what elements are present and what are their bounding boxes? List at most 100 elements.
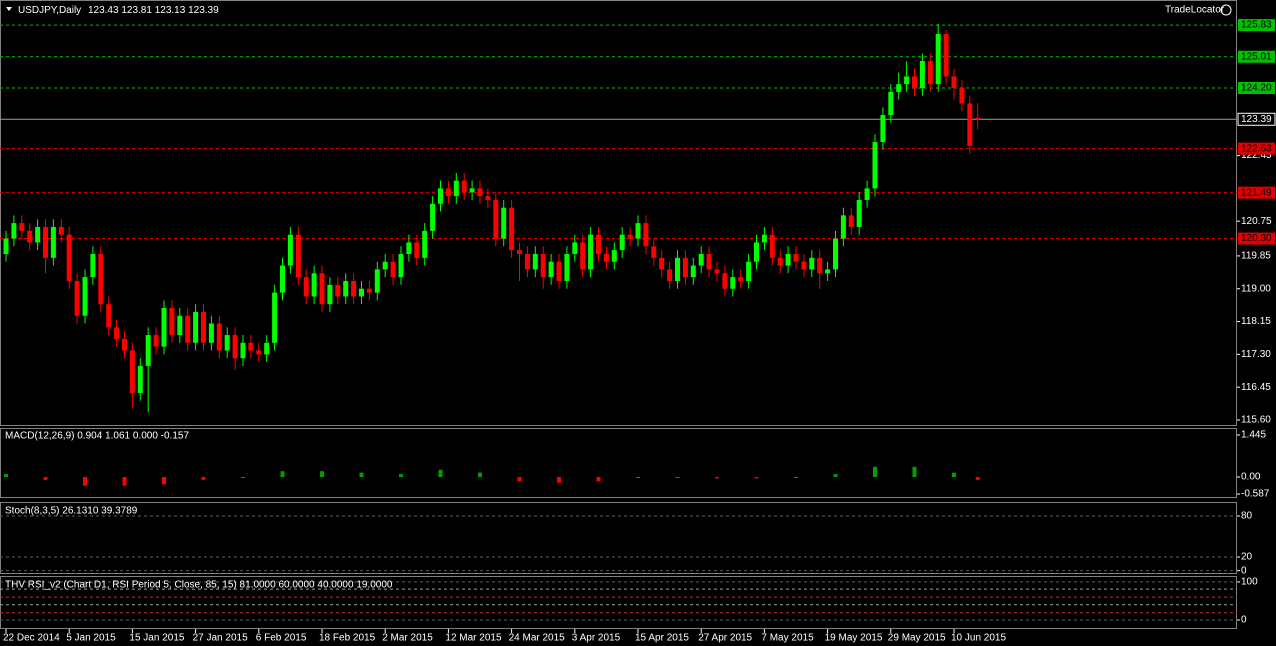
x-tick-label: 7 May 2015	[761, 633, 814, 644]
candle-body	[122, 338, 127, 351]
candle-body	[896, 84, 902, 92]
candle-body	[280, 265, 285, 293]
candle-body	[232, 335, 238, 359]
candle-body	[11, 223, 17, 239]
histogram-bar	[83, 477, 87, 486]
candle-body	[588, 234, 594, 270]
candle-body	[682, 257, 688, 278]
y-tick-label: 100	[1241, 577, 1258, 588]
candle-body	[193, 311, 199, 343]
candle-body	[951, 76, 957, 89]
price-level-label: 121.49	[1241, 187, 1272, 198]
candle-body	[746, 261, 752, 282]
x-tick-label: 19 May 2015	[825, 633, 883, 644]
candle-body	[848, 215, 854, 227]
histogram-bar	[280, 471, 285, 478]
candle-body	[114, 327, 120, 339]
tool-icon[interactable]	[1220, 4, 1232, 16]
candle-body	[35, 226, 41, 243]
candle-body	[880, 115, 886, 143]
candle-body	[548, 261, 554, 278]
histogram-bar	[478, 472, 482, 478]
candle-body	[438, 188, 443, 204]
y-tick-label: 120.75	[1241, 216, 1272, 227]
candle-body	[651, 246, 657, 258]
y-tick-label: 80	[1241, 511, 1253, 522]
x-tick-label: 2 Mar 2015	[382, 633, 433, 644]
candle-body	[627, 234, 633, 239]
candle-body	[919, 60, 925, 89]
histogram-bar	[873, 466, 877, 478]
histogram-bar	[912, 466, 917, 478]
candle-body	[524, 253, 530, 270]
candle-body	[335, 284, 341, 297]
candle-body	[359, 288, 364, 297]
candle-body	[667, 269, 673, 282]
price-level-label: 125.01	[1241, 51, 1272, 62]
candle-body	[493, 199, 499, 239]
candle-body	[382, 261, 388, 270]
x-tick-label: 22 Dec 2014	[3, 633, 60, 644]
candle-body	[730, 277, 736, 289]
macd-pane-border	[0, 428, 1237, 498]
candle-body	[43, 226, 48, 258]
histogram-bar	[359, 472, 364, 478]
candle-body	[27, 230, 33, 243]
candle-body	[327, 284, 333, 305]
histogram-bar	[833, 474, 838, 478]
histogram-bar	[754, 477, 759, 479]
candle-body	[706, 253, 712, 270]
indicator-label: THV RSI_v2 (Chart D1, RSI Period 5, Clos…	[5, 580, 393, 591]
candle-body	[485, 196, 491, 200]
candle-body	[82, 277, 88, 316]
histogram-bar	[438, 469, 443, 478]
candle-body	[761, 234, 767, 243]
candle-body	[722, 273, 728, 289]
candle-body	[445, 188, 451, 197]
candle-body	[912, 76, 917, 89]
candle-body	[430, 203, 436, 231]
y-tick-label: 118.15	[1241, 316, 1271, 327]
candle-body	[769, 234, 775, 258]
candle-body	[540, 253, 546, 278]
symbol: USDJPY,Daily	[18, 5, 81, 16]
x-tick-label: 5 Jan 2015	[66, 633, 116, 644]
price-level-box	[1238, 82, 1275, 95]
histogram-bar	[715, 477, 719, 479]
candle-body	[935, 33, 941, 85]
candle-body	[556, 261, 562, 282]
candle-body	[343, 281, 349, 297]
high-value: 123.81	[121, 5, 152, 16]
candle-body	[501, 207, 507, 239]
candle-body	[185, 315, 191, 343]
candle-body	[351, 281, 357, 297]
candle-body	[169, 308, 175, 336]
candle-body	[967, 103, 973, 146]
candle-body	[366, 288, 372, 293]
y-tick-label: 115.60	[1241, 415, 1271, 426]
candle-body	[904, 76, 910, 85]
candle-body	[248, 342, 254, 351]
price-level-box	[1238, 142, 1275, 155]
price-level-label: 120.30	[1241, 233, 1272, 244]
x-tick-label: 6 Feb 2015	[256, 633, 307, 644]
candle-body	[414, 242, 420, 258]
candle-body	[659, 257, 665, 270]
candle-body	[888, 91, 894, 116]
candle-body	[611, 250, 617, 262]
candle-body	[58, 226, 64, 235]
candle-body	[975, 117, 981, 120]
candle-body	[801, 261, 807, 270]
menu-arrow[interactable]	[6, 7, 12, 11]
price-level-label: 124.20	[1241, 83, 1272, 94]
candle-body	[145, 335, 151, 366]
histogram-bar	[122, 477, 127, 486]
chart-header: USDJPY,Daily 123.43 123.81 123.13 123.39	[18, 5, 219, 16]
price-level-box	[1238, 232, 1275, 245]
x-tick-label: 10 Jun 2015	[951, 633, 1006, 644]
candle-body	[224, 335, 230, 351]
candle-body	[256, 350, 262, 355]
y-tick-label: -0.587	[1241, 489, 1270, 500]
y-tick-label: 0	[1241, 615, 1247, 626]
